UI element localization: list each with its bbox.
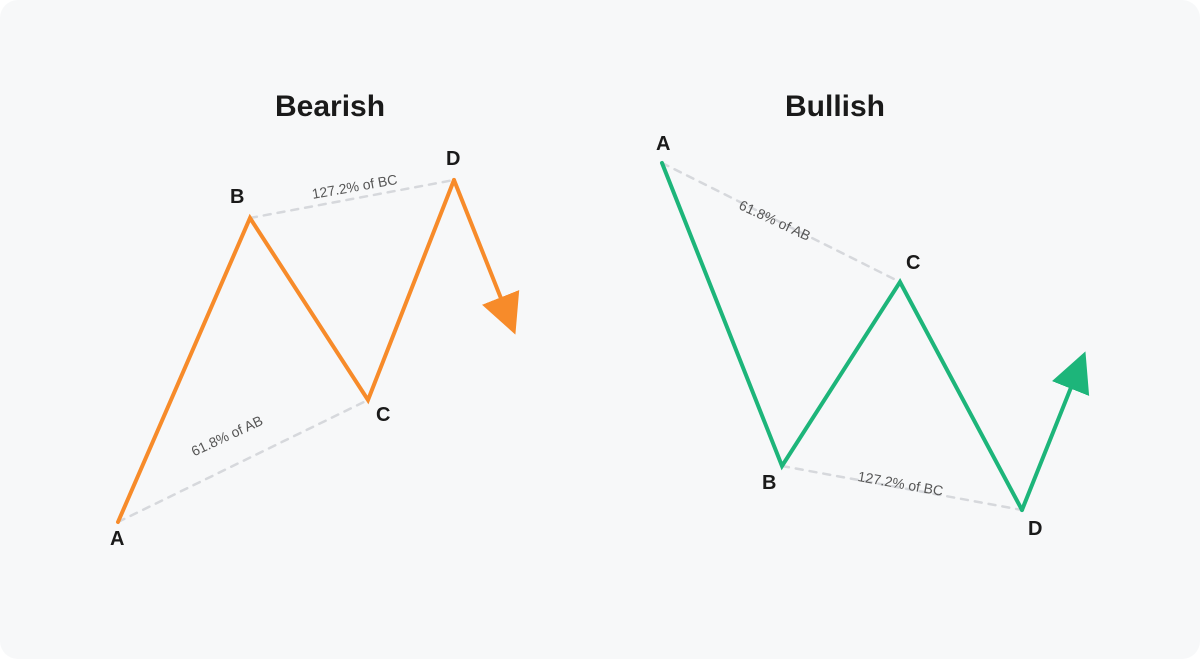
- diagram-svg: [0, 0, 1200, 659]
- bearish-label-C: C: [376, 404, 390, 427]
- bearish-title: Bearish: [275, 90, 385, 124]
- bullish-arrow: [1022, 370, 1078, 510]
- bearish-label-D: D: [446, 148, 460, 171]
- bearish-label-B: B: [230, 186, 244, 209]
- bullish-label-B: B: [762, 472, 776, 495]
- bearish-pattern-line: [118, 180, 454, 522]
- bullish-label-C: C: [906, 252, 920, 275]
- bullish-title: Bullish: [785, 90, 885, 124]
- diagram-canvas: BearishABCD61.8% of AB127.2% of BCBullis…: [0, 0, 1200, 659]
- bearish-label-A: A: [110, 528, 124, 551]
- bearish-arrow: [454, 180, 508, 316]
- bullish-pattern-line: [662, 163, 1022, 510]
- bullish-label-A: A: [656, 133, 670, 156]
- bullish-label-D: D: [1028, 518, 1042, 541]
